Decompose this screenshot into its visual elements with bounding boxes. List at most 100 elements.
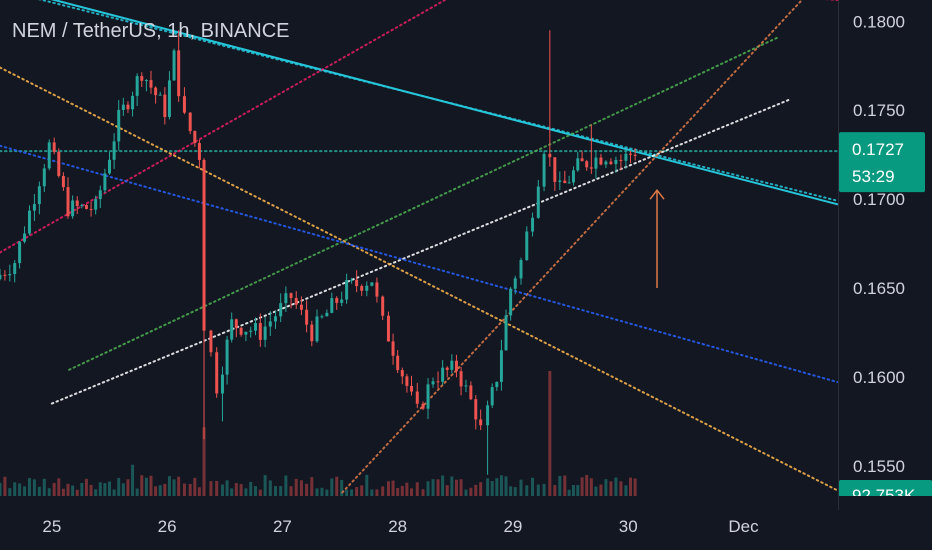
volume-bar [121,483,125,496]
candle-body [553,157,557,182]
candle-body [305,309,309,325]
volume-bar [513,487,517,496]
candle-body [225,339,229,375]
volume-bar [299,480,303,496]
candle-body [244,331,248,335]
volume-bar [629,477,633,496]
x-tick-label: 26 [158,517,177,536]
candle-body [431,381,435,385]
candle-body [108,159,111,174]
candle-body [479,419,483,426]
volume-bar [289,486,293,496]
candle-body [144,80,148,82]
candle-body [98,190,102,200]
candle-body [52,142,56,152]
candle-body [215,352,219,394]
volume-bar [604,479,608,496]
volume-bar [589,478,593,496]
candle-body [504,315,508,351]
candle-body [614,159,618,165]
volume-bar [576,485,580,496]
volume-bar [8,488,12,496]
current-price-tag[interactable] [839,132,925,193]
candle-body [548,153,552,158]
trendline-upper-left-rising[interactable] [0,0,501,254]
volume-bar [0,482,2,496]
candle-body [234,319,238,328]
x-tick-label: 28 [388,517,407,536]
volume-bar [609,481,613,496]
volume-bar [23,486,27,496]
candle-body [381,296,385,316]
candle-body [400,370,404,377]
candle-body [633,154,637,156]
volume-bar [163,483,167,496]
volume-bar [167,476,171,496]
candle-body [345,280,349,300]
y-tick-label: 0.1800 [853,12,905,31]
volume-bar [426,481,430,496]
candle-body [355,279,359,287]
candle-body [8,274,12,276]
trendline-channel-upper[interactable] [68,36,780,371]
candle-body [509,288,513,316]
candle-body [330,298,334,313]
volume-bar [209,481,213,496]
candle-body [279,303,283,317]
volume-bar [66,483,70,496]
volume-bar [504,476,508,496]
volume-bar [61,488,65,496]
candle-body [454,360,458,372]
volume-bar [126,479,130,496]
candle-body [23,233,27,242]
candle-body [426,384,430,409]
candle-body [209,330,213,353]
candle-body [94,199,98,210]
volume-bar [117,477,121,496]
candle-body [71,200,75,217]
candle-body [268,321,272,327]
trendline-resistance-parallel[interactable] [0,0,839,202]
candle-body [441,367,445,382]
x-tick-label: 30 [619,517,638,536]
candle-body [126,104,130,110]
candle-body [121,104,125,110]
volume-bar [375,489,379,496]
candle-body [469,385,473,400]
volume-bar [495,478,499,496]
volume-bar [553,485,557,496]
volume-bar [441,475,445,496]
countdown-label: 53:29 [852,167,895,186]
candle-body [360,286,364,291]
candle-body [474,399,478,420]
trendline-falling-orange[interactable] [0,66,839,492]
volume-bar [27,478,31,496]
volume-bar [365,474,369,496]
candle-body [436,381,440,383]
volume-bar [182,483,186,496]
volume-bar [52,482,56,496]
trendline-falling-blue[interactable] [0,144,839,384]
candle-body [75,200,79,206]
volume-bar [234,483,238,496]
volume-bar [75,489,79,496]
candle-body [396,355,400,371]
candle-body [445,367,449,370]
trendline-steep-rising[interactable] [341,0,807,494]
volume-bar [315,488,319,496]
volume-bar [3,476,7,496]
candle-body [609,161,613,165]
candle-body [103,173,107,191]
volume-bar [585,474,589,496]
volume-bar [284,475,288,496]
candle-body [263,326,267,340]
y-tick-label: 0.1650 [853,279,905,298]
candle-body [571,170,575,183]
candle-body [495,381,499,388]
volume-bar [135,488,139,496]
trendline-rising-support[interactable] [50,98,791,405]
candle-body [325,312,329,317]
candle-body [567,182,571,184]
volume-bar [154,486,158,496]
